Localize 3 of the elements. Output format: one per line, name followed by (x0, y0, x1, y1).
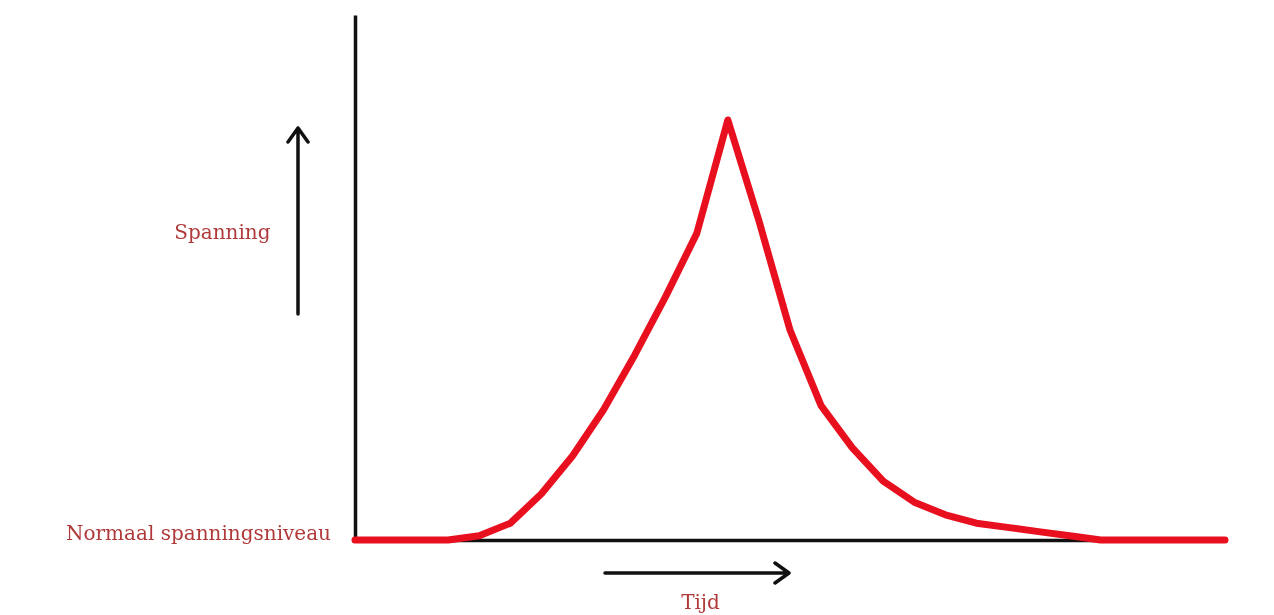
text: Normaal spanningsniveau (66, 521, 332, 545)
y-axis-title: Spanning (174, 219, 271, 244)
x-axis-title: Tijd (681, 589, 721, 614)
